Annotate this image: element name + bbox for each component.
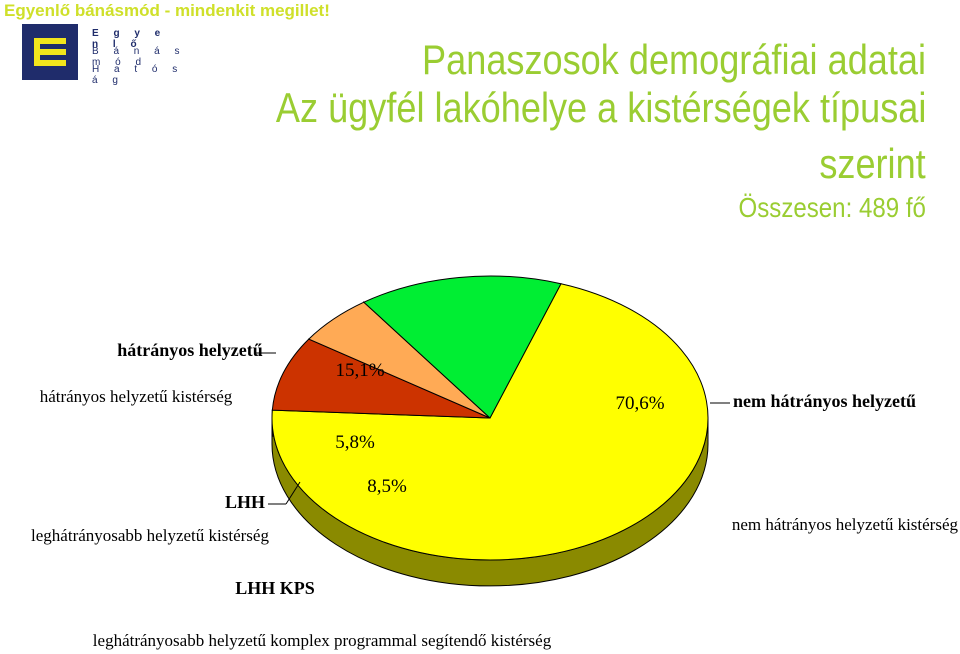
slice-category-label-2: LHH: [225, 492, 265, 512]
page-subtitle: Az ügyfél lakóhelye a kistérségek típusa…: [275, 84, 926, 131]
slice-description-1: leghátrányosabb helyzetű komplex program…: [93, 631, 552, 650]
slice-value-label-1: 8,5%: [367, 476, 407, 497]
slice-description-3: hátrányos helyzetű kistérség: [40, 387, 233, 406]
slice-value-label-2: 5,8%: [335, 432, 375, 453]
leader-line-2-1: [285, 481, 301, 505]
slice-category-label-0: nem hátrányos helyzetű: [733, 391, 916, 411]
pie-slice-3: [362, 275, 562, 419]
slice-description-2: leghátrányosabb helyzetű kistérség: [31, 526, 269, 545]
pie-slice-1: [271, 338, 491, 419]
slice-value-label-0: 70,6%: [615, 393, 664, 414]
slice-value-label-3: 15,1%: [335, 360, 384, 381]
total-count: Összesen: 489 fő: [738, 192, 926, 223]
logo-mark: [22, 24, 78, 80]
logo-line-2: B á n á s m ó d: [92, 46, 186, 68]
page-subtitle-cont: szerint: [819, 140, 926, 187]
slice-category-label-1: LHH KPS: [235, 578, 315, 598]
logo-line-3: H a t ó s á g: [92, 64, 184, 86]
slice-description-0: nem hátrányos helyzetű kistérség: [732, 515, 959, 534]
logo-line-1: E g y e n l ő: [92, 28, 167, 50]
logo: E g y e n l ő B á n á s m ó d H a t ó s …: [22, 24, 187, 86]
pie-slice-0: [271, 283, 709, 561]
tagline: Egyenlő bánásmód - mindenkit megillet!: [4, 1, 330, 20]
page-title: Panaszosok demográfiai adatai: [422, 36, 926, 83]
slice-category-label-3: hátrányos helyzetű: [117, 340, 263, 360]
